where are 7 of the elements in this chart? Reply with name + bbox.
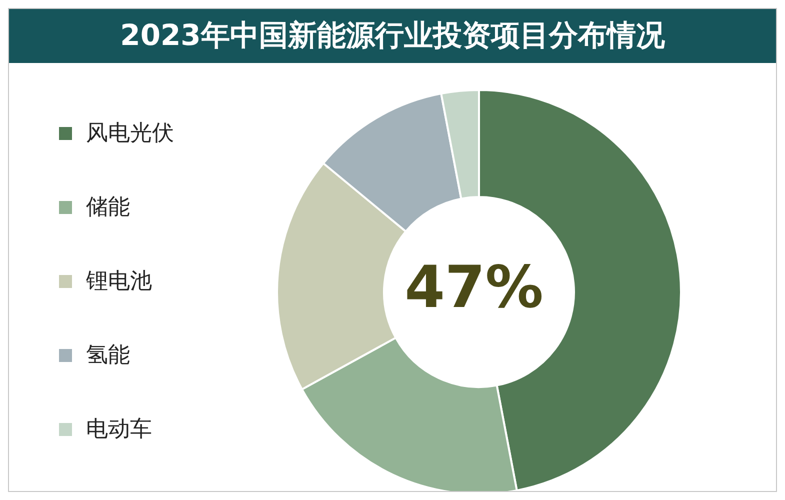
chart-title: 2023年中国新能源行业投资项目分布情况 (9, 9, 776, 63)
legend-label: 电动车 (86, 416, 152, 444)
legend-label: 锂电池 (86, 268, 152, 296)
legend-label: 氢能 (86, 342, 130, 370)
legend-label: 风电光伏 (86, 120, 174, 148)
legend-label: 储能 (86, 194, 130, 222)
text: 47% (404, 253, 544, 321)
